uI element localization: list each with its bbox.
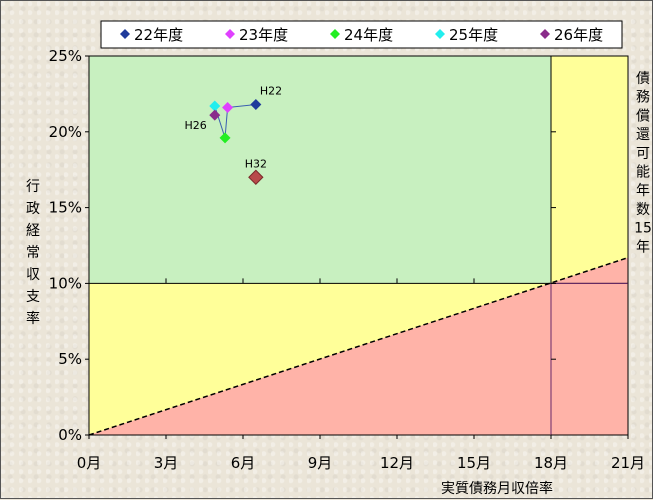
y-tick-label: 10%: [49, 274, 82, 292]
data-point-24年度: [219, 132, 231, 144]
series-connector: [214, 105, 226, 139]
x-tick-label: 3月: [154, 454, 179, 472]
y-axis-title-char: 支: [26, 289, 40, 305]
legend-marker-26年度: [540, 29, 550, 39]
data-points: [209, 99, 264, 185]
plot-border: [88, 55, 629, 436]
legend-label: 26年度: [554, 26, 603, 44]
axis-ticks: 0月 3月 6月 9月 12月 15月 18月 21月 0% 5% 10% 15% 20% 25%: [49, 47, 645, 472]
legend-label: 24年度: [344, 26, 393, 44]
right-label-char: 還: [636, 127, 650, 143]
legend-marker-24年度: [330, 29, 340, 39]
good-zone: [89, 56, 551, 284]
legend-marker-25年度: [435, 29, 445, 39]
legend-label: 25年度: [449, 26, 498, 44]
data-point-23年度: [222, 102, 234, 114]
legend-box: [100, 20, 623, 49]
target-label: H32: [245, 157, 267, 170]
data-point-25年度: [209, 100, 221, 112]
x-tick-label: 18月: [534, 454, 568, 472]
x-tick-label: 0月: [77, 454, 102, 472]
data-point-26年度: [209, 109, 221, 121]
right-label-char: 年: [636, 239, 650, 255]
legend: 22年度 23年度 24年度 25年度 26年度: [100, 20, 623, 49]
y-axis-title-char: 行: [26, 179, 40, 195]
right-label-char: 債: [636, 71, 650, 87]
legend-marker-22年度: [120, 29, 130, 39]
legend-label: 22年度: [134, 26, 183, 44]
x-tick-label: 21月: [611, 454, 645, 472]
y-axis-title-char: 経: [26, 223, 40, 239]
point-labels: H32 H22 H26: [184, 85, 282, 171]
right-label-char: 能: [636, 165, 650, 181]
right-label-char: 償: [636, 108, 650, 124]
right-label-char: 年: [636, 183, 650, 199]
right-label-char: 15: [634, 221, 652, 237]
x-tick-label: 12月: [380, 454, 414, 472]
diagonal-threshold-line: [88, 256, 629, 436]
right-label-char: 可: [636, 146, 650, 162]
point-label-h22: H22: [260, 85, 282, 98]
x-tick-label: 9月: [308, 454, 333, 472]
y-tick-label: 5%: [58, 350, 82, 368]
x-tick-label: 6月: [231, 454, 256, 472]
point-label-h26: H26: [184, 119, 206, 132]
y-axis-title-char: 収: [26, 267, 40, 283]
legend-label: 23年度: [239, 26, 288, 44]
legend-marker-23年度: [225, 29, 235, 39]
x-tick-label: 15月: [457, 454, 491, 472]
zone-backgrounds: [88, 55, 629, 436]
y-tick-label: 20%: [49, 123, 82, 141]
y-axis-title-char: 常: [26, 245, 40, 261]
y-axis-title-char: 率: [26, 310, 40, 327]
x-axis-title: 実質債務月収倍率: [441, 480, 553, 497]
target-point-H32: [248, 169, 264, 185]
data-point-22年度: [250, 99, 262, 111]
y-axis-title-char: 政: [26, 201, 40, 217]
y-tick-label: 0%: [58, 426, 82, 444]
y-tick-label: 15%: [49, 199, 82, 217]
right-label-char: 務: [636, 90, 650, 106]
y-tick-label: 25%: [49, 47, 82, 65]
right-label-char: 数: [636, 202, 650, 218]
